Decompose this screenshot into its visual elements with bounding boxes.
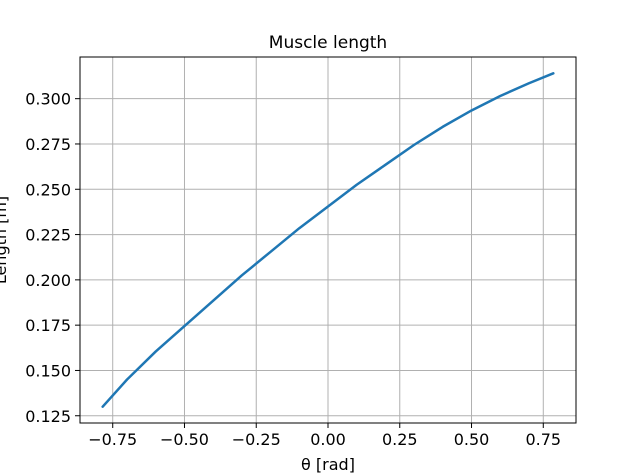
grid-layer bbox=[80, 57, 576, 423]
y-tick-label: 0.300 bbox=[25, 90, 71, 109]
x-tick-label: 0.75 bbox=[525, 430, 561, 449]
y-tick-label: 0.175 bbox=[25, 316, 71, 335]
x-tick-label: 0.25 bbox=[382, 430, 418, 449]
x-tick-label: 0.50 bbox=[454, 430, 490, 449]
x-tick-label: 0.00 bbox=[310, 430, 346, 449]
y-tick-label: 0.275 bbox=[25, 135, 71, 154]
series-layer bbox=[101, 72, 555, 408]
y-axis-label: Length [m] bbox=[0, 196, 10, 284]
x-tick-label: −0.50 bbox=[160, 430, 209, 449]
y-tick-label: 0.150 bbox=[25, 361, 71, 380]
series-line bbox=[101, 72, 555, 408]
x-tick-label: −0.75 bbox=[88, 430, 137, 449]
y-tick-label: 0.200 bbox=[25, 271, 71, 290]
y-tick-label: 0.125 bbox=[25, 407, 71, 426]
x-tick-label: −0.25 bbox=[232, 430, 281, 449]
x-axis-label: θ [rad] bbox=[301, 455, 355, 474]
y-tick-label: 0.250 bbox=[25, 180, 71, 199]
y-tick-label: 0.225 bbox=[25, 226, 71, 245]
ticks-layer: −0.75 −0.50 −0.25 0.00 0.25 0.50 0.75 0.125 0.15… bbox=[25, 90, 561, 449]
chart-title: Muscle length bbox=[269, 33, 387, 53]
